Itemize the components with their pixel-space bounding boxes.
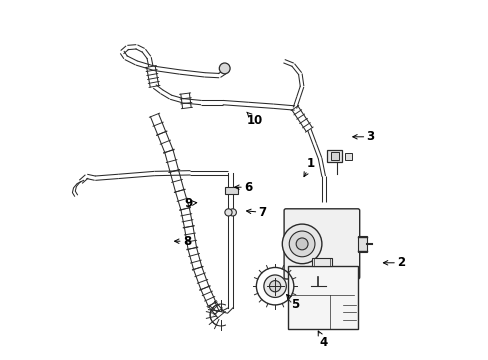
Circle shape [296,238,307,250]
Circle shape [282,224,321,264]
Circle shape [269,280,280,292]
Text: 5: 5 [286,294,299,311]
Circle shape [229,209,236,216]
Circle shape [224,209,232,216]
Bar [330,152,338,160]
Text: 10: 10 [246,112,263,127]
Text: 4: 4 [318,331,327,348]
Text: 8: 8 [174,235,191,248]
Circle shape [264,275,286,297]
Text: 2: 2 [383,256,405,269]
Text: 1: 1 [304,157,315,177]
Circle shape [219,63,230,74]
Bar [357,236,366,252]
Circle shape [288,231,314,257]
Bar [312,258,331,266]
Text: 9: 9 [184,197,196,210]
Text: 7: 7 [246,206,266,219]
FancyBboxPatch shape [284,209,359,279]
Bar [225,187,237,194]
Text: 6: 6 [234,181,252,194]
Bar [326,150,342,162]
Text: 3: 3 [352,130,374,143]
Bar [287,266,357,329]
Bar [344,153,351,160]
